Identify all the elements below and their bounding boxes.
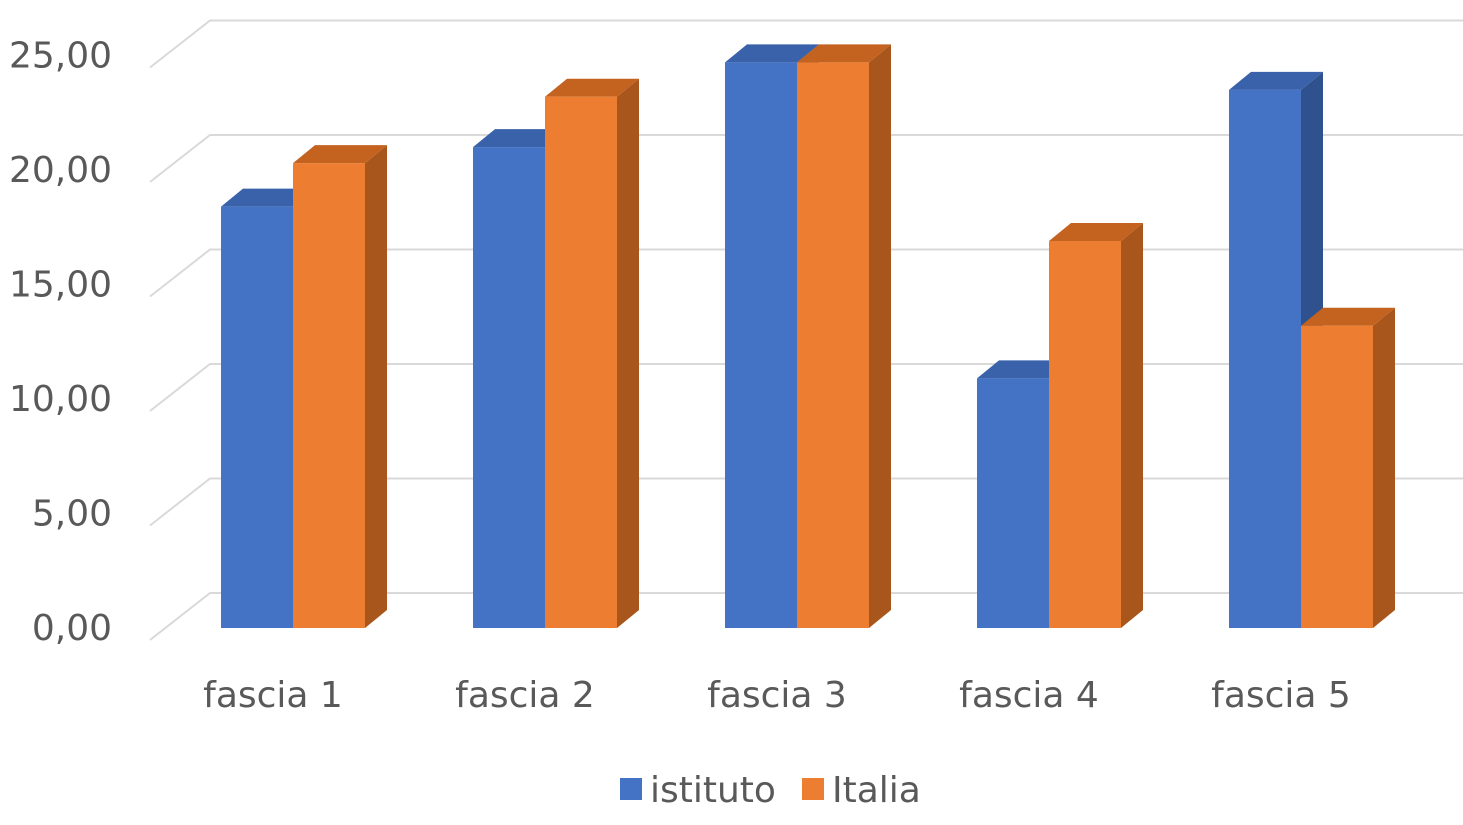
gridline [149, 248, 1463, 298]
bar-top [473, 129, 567, 148]
bar-front [473, 147, 545, 628]
x-category-label: fascia 3 [707, 675, 847, 716]
bar-top [1301, 307, 1395, 326]
bar-top [797, 44, 891, 63]
bar-front [221, 206, 293, 628]
bar-top [1049, 222, 1143, 241]
bar-side [365, 145, 387, 628]
bar-top [725, 44, 819, 63]
y-axis-ticks: 0,00 5,00 10,00 15,00 20,00 25,00 [9, 36, 112, 650]
bar-italia-5 [1301, 307, 1395, 628]
y-tick-label: 15,00 [9, 265, 112, 306]
y-tick-label: 20,00 [9, 150, 112, 191]
gridline [149, 134, 1463, 183]
y-tick-label: 25,00 [9, 36, 112, 77]
bar-top [221, 188, 315, 207]
bar-italia-3 [797, 44, 891, 629]
bar-top [1229, 71, 1323, 90]
bar-top [545, 78, 639, 97]
bar-side [617, 78, 639, 629]
legend: istituto Italia [620, 770, 921, 811]
x-category-label: fascia 1 [203, 675, 343, 716]
bar-side [1373, 307, 1395, 628]
bar-front [977, 378, 1049, 628]
bar-front [293, 163, 365, 628]
y-tick-label: 10,00 [9, 379, 112, 420]
bar-front [545, 96, 617, 629]
bar-front [725, 62, 797, 629]
x-category-label: fascia 2 [455, 675, 595, 716]
bar-front [1049, 240, 1121, 629]
y-tick-label: 5,00 [32, 494, 112, 535]
bar-front [1301, 325, 1373, 628]
legend-swatch [802, 778, 824, 800]
gridline [149, 19, 1463, 69]
bar-front [1229, 89, 1301, 629]
bar-italia-1 [293, 145, 387, 628]
legend-swatch [620, 778, 642, 800]
bar-side [1121, 222, 1143, 629]
x-category-label: fascia 5 [1211, 675, 1351, 716]
bars [221, 44, 1395, 629]
bar-italia-2 [545, 78, 639, 629]
legend-label: Italia [832, 770, 921, 811]
bar-top [977, 360, 1071, 379]
legend-label: istituto [650, 770, 776, 811]
y-tick-label: 0,00 [32, 608, 112, 649]
bar-side [869, 44, 891, 629]
x-axis-categories: fascia 1 fascia 2 fascia 3 fascia 4 fascia 5 [203, 675, 1351, 716]
x-category-label: fascia 4 [959, 675, 1099, 716]
bar-front [797, 62, 869, 629]
bar-top [293, 145, 387, 164]
bar-italia-4 [1049, 222, 1143, 629]
